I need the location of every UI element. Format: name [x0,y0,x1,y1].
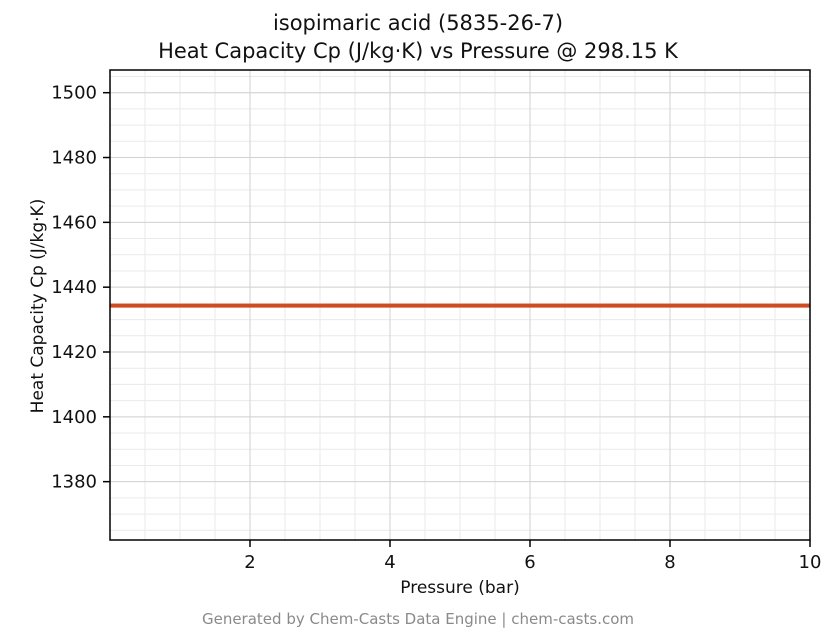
chart-title-line-1: isopimaric acid (5835-26-7) [272,11,564,35]
x-tick-label: 4 [384,552,395,573]
x-tick-label: 2 [244,552,255,573]
x-tick-label: 8 [664,552,675,573]
plot-border [109,69,811,541]
x-axis-label: Pressure (bar) [400,578,520,598]
y-tick-label: 1440 [51,277,97,298]
x-tick-label: 6 [524,552,535,573]
footer-credit: Generated by Chem-Casts Data Engine | ch… [201,610,635,628]
y-tick-label: 1460 [51,212,97,233]
x-tick-label: 10 [799,552,822,573]
y-tick-label: 1480 [51,148,97,169]
y-tick-label: 1420 [51,342,97,363]
y-tick-label: 1400 [51,407,97,428]
y-tick-label: 1380 [51,472,97,493]
y-axis-label: Heat Capacity Cp (J/kg·K) [28,198,48,414]
chart-title-line-2: Heat Capacity Cp (J/kg·K) vs Pressure @ … [158,39,678,63]
y-tick-label: 1500 [51,83,97,104]
